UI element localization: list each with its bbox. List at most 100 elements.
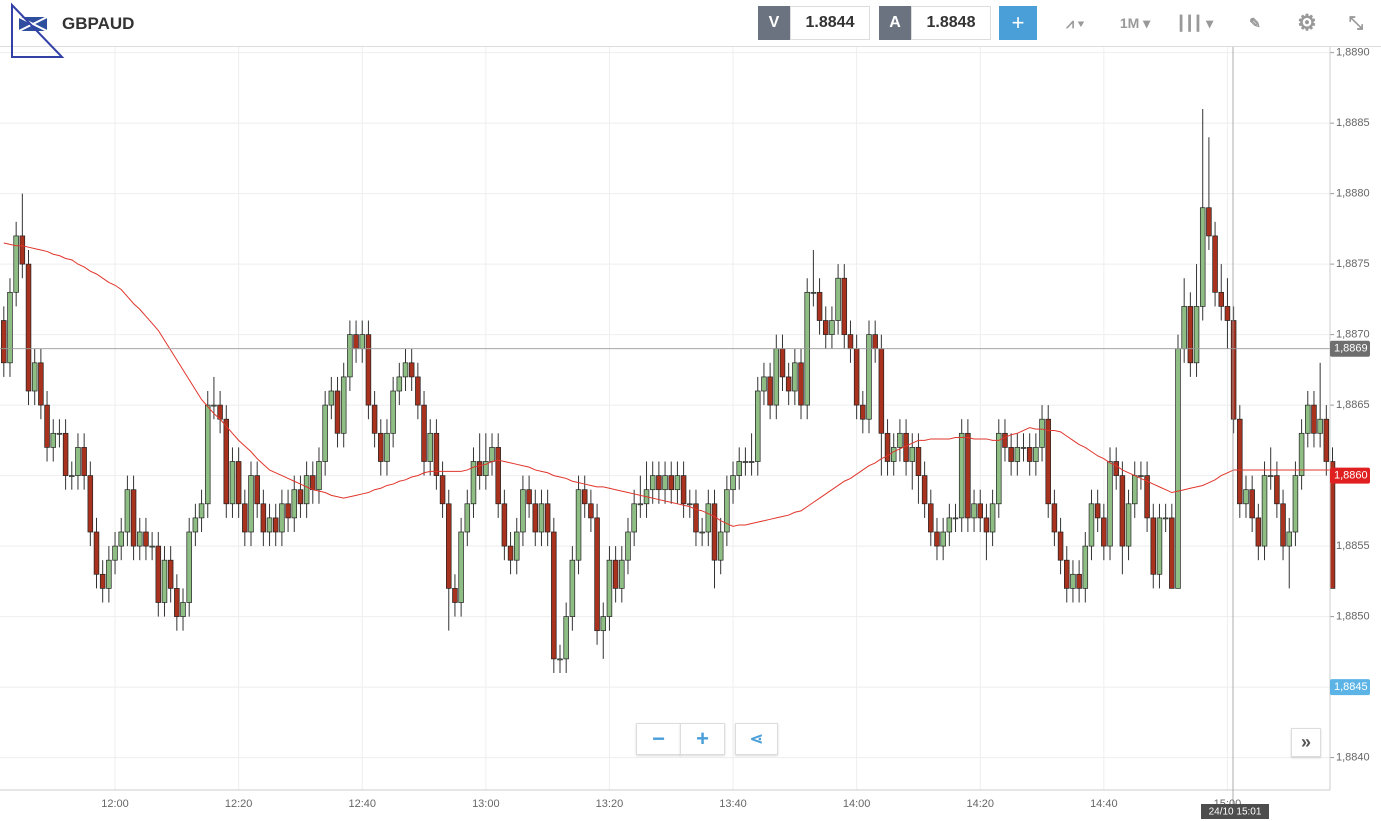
ask-price[interactable]: 1.8848 — [911, 6, 991, 40]
candle-body — [378, 432, 384, 462]
candle-body — [31, 362, 38, 392]
candle-body — [575, 489, 582, 561]
candle-body — [816, 291, 823, 321]
candle-body — [1298, 432, 1305, 476]
candle-body — [272, 517, 279, 533]
y-tick-label: 1,8890 — [1336, 47, 1370, 59]
candle-body — [785, 376, 792, 392]
candle-body — [1051, 503, 1058, 533]
candle-body — [742, 461, 749, 463]
candle-body — [1212, 235, 1218, 293]
candle-body — [1107, 461, 1113, 547]
candle-body — [1039, 418, 1045, 448]
candle-body — [588, 503, 594, 519]
candle-body — [687, 503, 693, 506]
candle-body — [1311, 404, 1317, 434]
candle-body — [1131, 475, 1138, 505]
candle-body — [705, 503, 712, 533]
candle-body — [174, 588, 180, 617]
candle-body — [87, 475, 94, 533]
candle-body — [940, 531, 946, 547]
candle-body — [1218, 291, 1225, 307]
candle-body — [143, 531, 149, 547]
candle-body — [1181, 306, 1187, 350]
candle-body — [928, 503, 934, 533]
candle-body — [291, 489, 298, 519]
candle-body — [353, 334, 359, 350]
candle-body — [75, 447, 81, 476]
candle-body — [662, 475, 668, 491]
candle-body — [544, 503, 551, 533]
price-label: 1,8869 — [1334, 343, 1368, 355]
candle-body — [334, 390, 341, 434]
candle-body — [637, 503, 644, 506]
candle-body — [297, 489, 304, 505]
candle-body — [890, 447, 897, 462]
candle-body — [1070, 573, 1076, 589]
candle-body — [897, 432, 903, 448]
candle-body — [7, 291, 13, 364]
candle-body — [347, 334, 353, 378]
candle-body — [909, 447, 916, 462]
candle-body — [433, 432, 440, 476]
chart-type-button[interactable]: ⩘ ▾ — [1066, 14, 1084, 31]
candle-body — [384, 432, 390, 462]
y-tick-label: 1,8865 — [1336, 399, 1370, 411]
candle-body — [303, 475, 310, 505]
y-tick-label: 1,8870 — [1336, 329, 1370, 341]
candle-body — [1323, 418, 1330, 462]
candle-body — [730, 475, 736, 491]
price-label-box — [1330, 340, 1370, 357]
candle-body — [1193, 306, 1200, 364]
draw-button[interactable]: ✎ — [1249, 14, 1261, 31]
candle-body — [878, 348, 885, 434]
candle-body — [1057, 531, 1064, 561]
share-button[interactable]: ⋖ — [735, 723, 778, 755]
candle-body — [106, 559, 112, 589]
candle-body — [180, 602, 186, 617]
bid-price[interactable]: 1.8844 — [790, 6, 870, 40]
crosshair-time-label: 24/10 15:01 — [1209, 807, 1262, 818]
candle-body — [112, 545, 118, 561]
candle-body — [977, 503, 983, 519]
candle-body — [427, 432, 433, 462]
candle-body — [167, 559, 174, 589]
candle-body — [551, 531, 557, 660]
candle-body — [520, 489, 526, 533]
crosshair-button[interactable]: + — [999, 6, 1037, 40]
y-tick-label: 1,8885 — [1336, 117, 1370, 129]
candle-body — [557, 658, 563, 661]
zoom-in-button[interactable]: + — [680, 723, 725, 755]
candle-body — [563, 616, 569, 660]
moving-average — [3, 242, 1333, 527]
candle-body — [446, 503, 452, 589]
x-tick-label: 12:00 — [101, 798, 129, 810]
candle-body — [915, 447, 922, 476]
candle-body — [155, 545, 162, 603]
candle-body — [198, 503, 205, 519]
candle-body — [1292, 475, 1299, 533]
candle-body — [501, 503, 508, 547]
candle-body — [56, 432, 63, 435]
candle-body — [19, 235, 26, 265]
crosshair-time-box — [1201, 804, 1269, 819]
timeframe-button[interactable]: 1M ▾ — [1119, 14, 1151, 32]
zoom-out-button[interactable]: − — [636, 723, 681, 755]
candle-body — [717, 531, 724, 561]
symbol: GBPAUD — [62, 14, 135, 33]
candle-body — [711, 503, 718, 561]
candle-body — [439, 475, 446, 505]
candle-body — [921, 475, 928, 505]
candle-body — [606, 559, 613, 617]
candle-body — [958, 432, 965, 519]
scroll-end-button[interactable]: » — [1291, 728, 1321, 757]
candle-body — [1286, 531, 1292, 547]
candle-style-button[interactable]: ┃┃┃ ▾ — [1176, 14, 1214, 31]
candle-body — [674, 475, 681, 491]
candle-body — [755, 390, 761, 462]
candle-body — [581, 489, 588, 505]
settings-button[interactable]: ⚙ — [1297, 10, 1317, 35]
candle-body — [1113, 461, 1119, 476]
collapse-button[interactable]: ⤡ — [1348, 12, 1364, 33]
